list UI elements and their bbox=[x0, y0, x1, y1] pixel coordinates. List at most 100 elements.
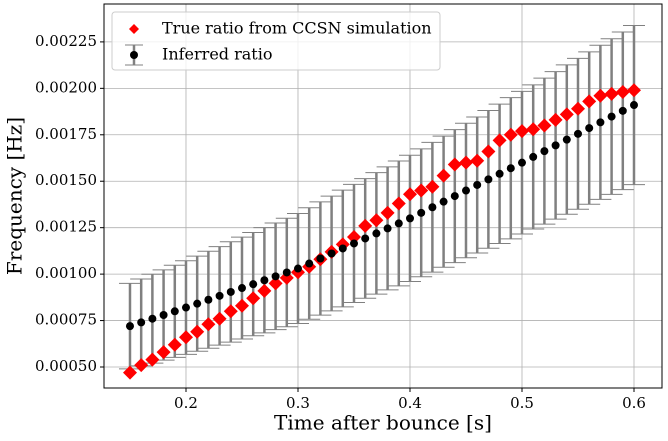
data-point bbox=[461, 186, 470, 195]
x-tick-label: 0.6 bbox=[622, 394, 646, 412]
data-point bbox=[271, 272, 280, 281]
x-tick-label: 0.2 bbox=[174, 394, 198, 412]
data-point bbox=[383, 224, 392, 233]
data-point bbox=[125, 322, 134, 331]
data-point bbox=[282, 268, 291, 277]
data-point bbox=[134, 358, 149, 373]
data-point bbox=[369, 213, 384, 228]
data-point bbox=[629, 101, 638, 110]
plot-frame bbox=[103, 3, 663, 389]
y-tick-label: 0.00225 bbox=[35, 32, 97, 50]
data-point bbox=[178, 330, 193, 345]
legend-box bbox=[111, 11, 441, 71]
data-point bbox=[268, 276, 283, 291]
data-point bbox=[425, 179, 440, 194]
data-point bbox=[305, 259, 314, 268]
data-point bbox=[585, 124, 594, 133]
x-tick-label: 0.3 bbox=[286, 394, 310, 412]
data-point bbox=[473, 180, 482, 189]
y-tick-label: 0.00150 bbox=[35, 171, 97, 189]
y-tick-label: 0.00200 bbox=[35, 78, 97, 96]
data-point bbox=[170, 307, 179, 316]
data-point bbox=[215, 291, 224, 300]
data-point bbox=[327, 249, 336, 258]
data-point bbox=[391, 196, 406, 211]
y-tick-label: 0.00100 bbox=[35, 264, 97, 282]
data-point bbox=[607, 112, 616, 121]
data-point bbox=[260, 276, 269, 285]
data-point bbox=[436, 168, 451, 183]
data-point bbox=[193, 299, 202, 308]
data-point bbox=[394, 219, 403, 228]
data-point bbox=[526, 122, 541, 137]
data-point bbox=[537, 118, 552, 133]
data-point bbox=[559, 107, 574, 122]
data-point bbox=[492, 133, 507, 148]
y-axis-label: Frequency [Hz] bbox=[3, 117, 27, 275]
data-point bbox=[596, 118, 605, 127]
data-point bbox=[402, 187, 417, 202]
data-point bbox=[495, 169, 504, 178]
legend-label: True ratio from CCSN simulation bbox=[162, 19, 432, 38]
data-point bbox=[503, 127, 518, 142]
data-point bbox=[204, 295, 213, 304]
data-point bbox=[380, 205, 395, 220]
data-point bbox=[249, 280, 258, 289]
data-point bbox=[349, 239, 358, 248]
data-point bbox=[148, 314, 157, 323]
data-point bbox=[548, 112, 563, 127]
data-point bbox=[201, 317, 216, 332]
data-point bbox=[156, 345, 171, 360]
data-point bbox=[145, 352, 160, 367]
data-point bbox=[190, 324, 205, 339]
data-point bbox=[481, 144, 496, 159]
legend-marker bbox=[130, 51, 138, 59]
data-point bbox=[484, 175, 493, 184]
data-point bbox=[246, 291, 261, 306]
data-point bbox=[562, 135, 571, 144]
data-point bbox=[361, 234, 370, 243]
data-point bbox=[137, 318, 146, 327]
data-point bbox=[573, 129, 582, 138]
data-point bbox=[506, 164, 515, 173]
data-point bbox=[439, 197, 448, 206]
legend-label: Inferred ratio bbox=[162, 45, 272, 64]
y-tick-label: 0.00050 bbox=[35, 357, 97, 375]
data-point bbox=[582, 94, 597, 109]
data-point bbox=[551, 141, 560, 150]
data-point bbox=[181, 303, 190, 312]
data-point bbox=[358, 218, 373, 233]
data-point bbox=[529, 152, 538, 161]
data-point bbox=[226, 287, 235, 296]
data-point bbox=[428, 203, 437, 212]
data-point bbox=[122, 365, 137, 380]
legend-marker bbox=[129, 24, 139, 34]
data-point bbox=[514, 124, 529, 139]
data-point bbox=[237, 284, 246, 293]
data-point bbox=[316, 254, 325, 263]
data-point bbox=[593, 88, 608, 103]
y-tick-label: 0.00075 bbox=[35, 311, 97, 329]
data-point bbox=[372, 229, 381, 238]
data-point bbox=[470, 153, 485, 168]
data-point bbox=[618, 106, 627, 115]
y-tick-label: 0.00175 bbox=[35, 125, 97, 143]
data-point bbox=[540, 147, 549, 156]
data-point bbox=[604, 86, 619, 101]
data-point bbox=[338, 244, 347, 253]
data-point bbox=[257, 283, 272, 298]
data-point bbox=[346, 229, 361, 244]
data-point bbox=[615, 85, 630, 100]
data-point bbox=[450, 192, 459, 201]
data-point bbox=[626, 83, 641, 98]
x-axis-label: Time after bounce [s] bbox=[274, 411, 492, 435]
x-tick-label: 0.5 bbox=[510, 394, 534, 412]
data-point bbox=[212, 311, 227, 326]
data-point bbox=[293, 264, 302, 273]
data-point bbox=[517, 158, 526, 167]
data-point bbox=[447, 157, 462, 172]
data-point bbox=[458, 155, 473, 170]
y-tick-label: 0.00125 bbox=[35, 218, 97, 236]
data-point bbox=[414, 183, 429, 198]
